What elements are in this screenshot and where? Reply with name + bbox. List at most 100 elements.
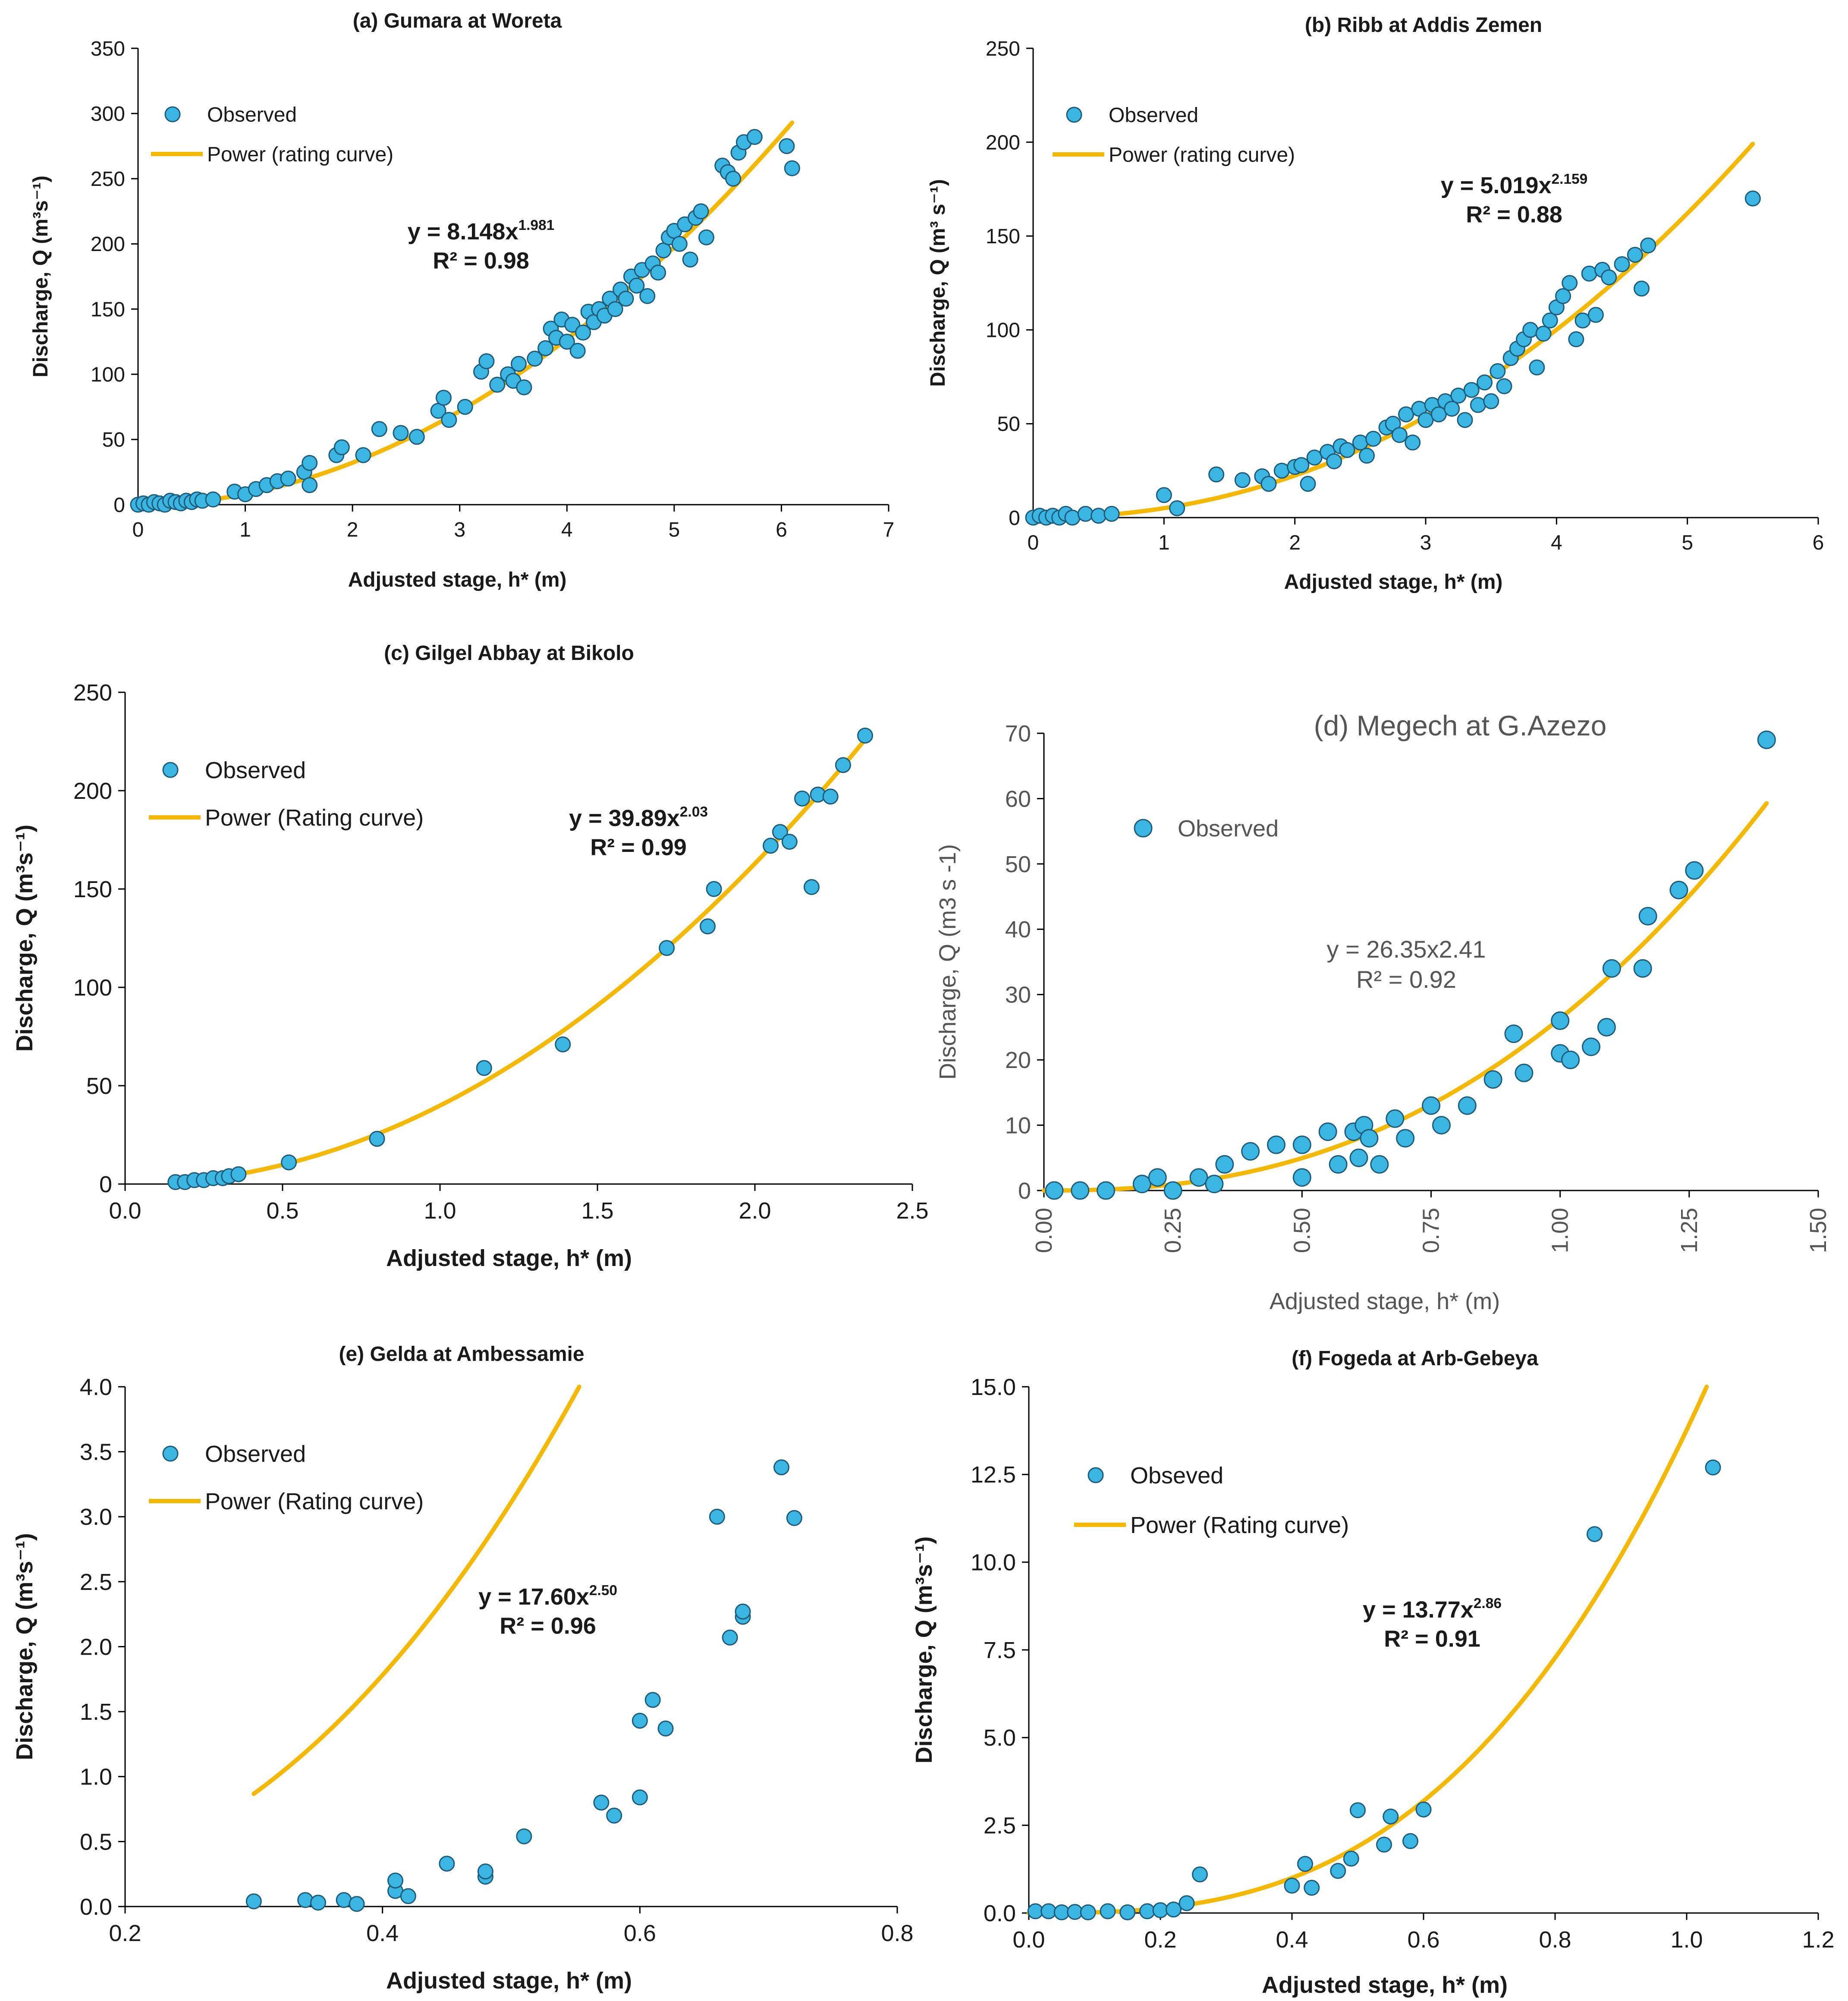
x-tick-label: 3 [454,518,465,541]
observed-point [409,429,425,445]
x-tick-label: 4 [1551,531,1562,554]
observed-point [1640,237,1656,254]
fit-equation: y = 13.77x2.86 [1363,1596,1502,1623]
x-tick-label: 0.6 [624,1920,656,1946]
fit-equation-exponent: 1.981 [518,217,554,233]
observed-point [1292,1168,1311,1187]
observed-point [1077,506,1094,522]
chart-panel-a: (a) Gumara at Woreta 0 1 2 3 4 5 6 7 0 50 100 150 200… [29,9,894,591]
observed-point [280,471,296,487]
observed-point [1391,427,1408,443]
observed-point [1638,907,1657,926]
observed-point [1330,1863,1346,1879]
observed-point [564,317,581,333]
x-tick-label: 0 [132,518,144,541]
observed-point [1292,1135,1311,1154]
x-tick-label: 0.0 [109,1198,141,1224]
observed-point [369,1131,385,1147]
x-tick-label: 0.4 [1276,1927,1308,1953]
observed-point [1343,1850,1359,1867]
observed-point [559,333,575,350]
observed-point [1360,1129,1379,1148]
x-tick-label: 5 [1681,531,1693,554]
observed-point [1304,1879,1320,1896]
observed-point [709,1508,725,1525]
x-tick-label: 0.50 [1289,1208,1315,1253]
observed-point [1306,449,1323,466]
x-tick-label: 1 [1158,531,1170,554]
x-axis-label: Adjusted stage, h* (m) [1270,1288,1500,1314]
observed-point [1562,275,1578,291]
observed-point [1071,1181,1090,1200]
observed-point [371,421,387,437]
observed-point [1349,1148,1368,1167]
legend-observed-label: Observed [207,104,297,126]
observed-point [1169,500,1185,516]
y-tick-label: 200 [91,233,125,256]
fit-equation-base: y = 13.77x [1363,1597,1474,1623]
observed-point [1215,1155,1234,1174]
observed-point [786,1510,802,1526]
observed-point [439,1856,455,1872]
y-tick-label: 50 [1005,851,1031,877]
observed-point [1477,374,1493,391]
observed-point [310,1894,326,1911]
y-tick-label: 2.5 [984,1813,1016,1839]
observed-point [1329,1155,1348,1174]
observed-point [297,1892,314,1908]
x-tick-label: 2.5 [896,1198,928,1224]
observed-point [457,399,473,415]
observed-point [1470,397,1486,413]
y-tick-label: 0.5 [80,1829,112,1855]
observed-point [1444,401,1460,417]
observed-point [1575,312,1591,329]
x-tick-label: 2 [1289,531,1301,554]
observed-point [569,342,586,359]
observed-point [1601,269,1617,286]
fit-equation: y = 26.35x2.41 [1327,936,1486,963]
observed-point [706,881,722,897]
observed-point [1515,1063,1534,1082]
fit-r-squared: R² = 0.92 [1356,966,1456,993]
observed-point [632,1789,648,1806]
observed-point [763,838,779,854]
x-tick-label: 1.2 [1802,1927,1834,1953]
observed-point [555,1036,571,1052]
observed-point [1208,466,1225,483]
y-tick-label: 350 [91,38,125,60]
observed-point [1365,430,1382,447]
observed-point [516,379,532,396]
x-tick-label: 4 [561,518,573,541]
x-tick-label: 0.25 [1160,1208,1186,1253]
chart-title: (e) Gelda at Ambessamie [339,1343,584,1366]
chart-panel-b: (b) Ribb at Addis Zemen 0 1 2 3 4 5 6 0 50 100 150 2… [927,14,1824,594]
observed-point [1383,1808,1399,1825]
chart-title: (f) Fogeda at Arb-Gebeya [1292,1347,1538,1370]
observed-point [400,1888,416,1904]
observed-point [1152,1902,1169,1918]
observed-point [510,356,527,372]
legend-observed-marker [1087,1467,1104,1483]
observed-point [1744,190,1761,207]
x-tick-label: 1.00 [1547,1208,1573,1253]
observed-point [1602,959,1621,978]
legend-observed-marker [162,1445,179,1462]
observed-point [1483,1070,1502,1089]
y-tick-label: 3.0 [80,1504,112,1530]
y-axis-label: Discharge, Q (m3 s -1) [935,844,961,1080]
y-tick-label: 50 [997,413,1020,436]
rating-curve-series [1031,141,1755,520]
observed-point [857,727,873,744]
observed-point [1587,307,1604,323]
observed-point [1284,1878,1300,1894]
legend-observed-marker [1134,819,1153,838]
observed-point [1535,326,1552,342]
x-axis-label: Adjusted stage, h* (m) [386,1245,632,1271]
x-tick-label: 0.8 [881,1920,913,1946]
legend-curve-label: Power (rating curve) [207,143,393,166]
observed-point [1430,406,1447,423]
observed-point [1064,509,1081,526]
observed-point [607,301,623,317]
x-tick-label: 5 [669,518,680,541]
observed-point [1396,1129,1415,1148]
